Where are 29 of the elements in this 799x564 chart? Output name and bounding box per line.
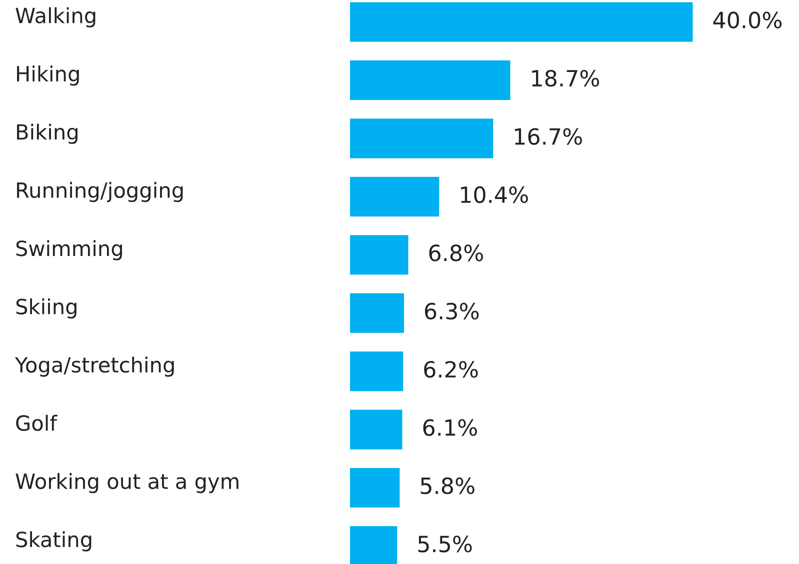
bar bbox=[350, 2, 693, 42]
data-label: 16.7% bbox=[514, 128, 582, 145]
y-tick-label: Skating bbox=[16, 531, 92, 552]
y-tick-label: Working out at a gym bbox=[16, 473, 238, 494]
data-label: 6.1% bbox=[423, 419, 477, 436]
bar bbox=[350, 235, 408, 275]
data-label: 10.4% bbox=[461, 186, 528, 204]
bar bbox=[350, 352, 404, 392]
bar bbox=[350, 468, 400, 508]
data-label: 40.0% bbox=[713, 12, 782, 28]
data-label: 18.7% bbox=[532, 70, 600, 87]
data-label: 6.2% bbox=[424, 360, 478, 378]
bar bbox=[350, 60, 510, 100]
bar bbox=[350, 118, 494, 158]
bar bbox=[350, 410, 402, 450]
bar bbox=[350, 293, 404, 333]
y-tick-label: Skiing bbox=[16, 298, 76, 319]
y-tick-label: Golf bbox=[16, 414, 58, 431]
y-tick-label: Yoga/stretching bbox=[14, 356, 174, 377]
data-label: 6.3% bbox=[424, 302, 479, 320]
data-label: 5.8% bbox=[420, 477, 474, 494]
bar bbox=[350, 176, 440, 216]
y-tick-label: Running/jogging bbox=[17, 182, 183, 202]
data-label: 5.5% bbox=[418, 536, 472, 552]
y-tick-label: Hiking bbox=[17, 65, 79, 86]
y-tick-label: Swimming bbox=[16, 240, 122, 260]
y-tick-label: Biking bbox=[17, 124, 78, 144]
data-label: 6.8% bbox=[429, 244, 483, 262]
y-tick-label: Walking bbox=[16, 7, 96, 28]
